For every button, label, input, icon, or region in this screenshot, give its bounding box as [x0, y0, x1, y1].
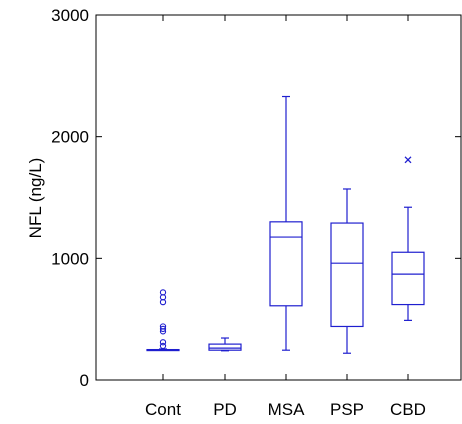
- iqr-box: [269, 221, 303, 307]
- y-tick-label: 0: [80, 371, 89, 390]
- x-tick-label-pd: PD: [213, 400, 237, 419]
- outlier-point: [159, 339, 167, 346]
- iqr-box: [330, 222, 364, 328]
- box-cont: [146, 289, 180, 352]
- plot-axes: [95, 14, 462, 381]
- plot-frame: [95, 14, 462, 381]
- box-pd: [208, 337, 242, 352]
- outlier-point: [404, 156, 412, 164]
- iqr-box: [391, 251, 425, 306]
- x-axis-category-labels: Cont PD MSA PSP CBD: [145, 15, 426, 419]
- y-tick-label: 2000: [51, 128, 89, 147]
- y-axis-ticks: 0 1000 2000 3000: [51, 6, 461, 390]
- x-tick-label-psp: PSP: [330, 400, 364, 419]
- outlier-point: [159, 325, 167, 333]
- x-tick-label-cbd: CBD: [390, 400, 426, 419]
- box-series: [146, 95, 425, 354]
- x-tick-label-cont: Cont: [145, 400, 181, 419]
- box-psp: [330, 188, 364, 354]
- box-cbd: [391, 156, 425, 321]
- outlier-point: [159, 298, 167, 306]
- y-tick-label: 1000: [51, 249, 89, 268]
- x-tick-label-msa: MSA: [268, 400, 306, 419]
- outlier-point: [159, 328, 167, 335]
- outlier-point: [159, 342, 167, 350]
- iqr-box: [208, 343, 242, 351]
- y-tick-label: 3000: [51, 6, 89, 25]
- box-msa: [269, 95, 303, 351]
- y-axis-label: NFL (ng/L): [26, 158, 45, 239]
